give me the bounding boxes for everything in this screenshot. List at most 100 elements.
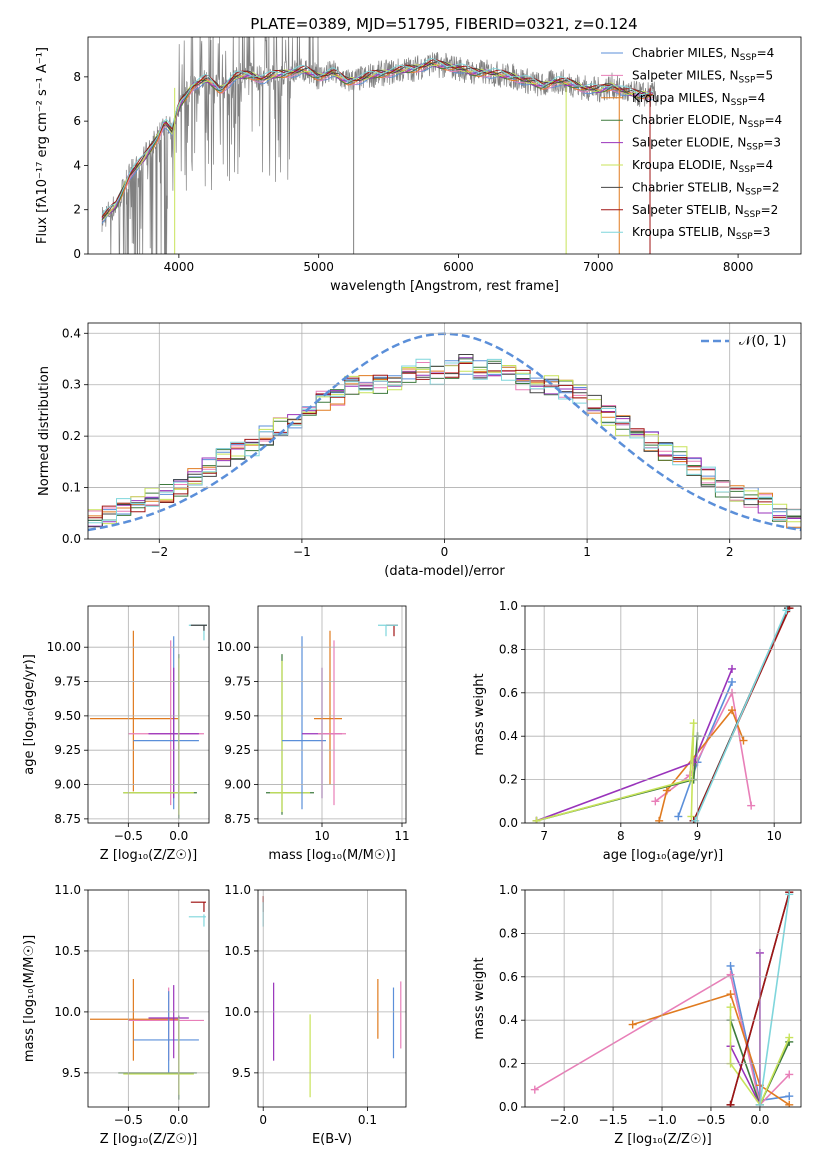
mass_vs_EBV-xlabel: E(B-V) — [312, 1132, 352, 1147]
legend-label: Salpeter ELODIE, NSSP=3 — [632, 136, 781, 153]
spectrum-ytick-label: 8 — [73, 70, 81, 84]
spectrum-xtick-label: 7000 — [583, 260, 614, 274]
weight-line — [536, 736, 699, 822]
residuals-ylabel: Normed distribution — [37, 366, 52, 496]
mass_vs_Z-xlabel: Z [log₁₀(Z/Z☉)] — [100, 1132, 197, 1147]
mass_vs_Z-ylabel: mass [log₁₀(M/M☉)] — [22, 935, 37, 1062]
age_vs_Z-ytick-label: 9.25 — [54, 743, 81, 757]
legend-label: 𝒩(0, 1) — [739, 334, 786, 349]
legend-subscript: SSP — [744, 210, 761, 220]
weight-line — [536, 668, 733, 822]
spectrum-data-line — [101, 37, 658, 254]
age_vs_Z-ylabel: age [log₁₀(age/yr)] — [22, 654, 37, 775]
weight_vs_age-frame — [524, 605, 802, 824]
mass_vs_Z-ytick-label: 10.5 — [54, 944, 81, 958]
legend-label: Salpeter MILES, NSSP=5 — [632, 68, 773, 85]
mass_vs_Z-xtick-label: 0.0 — [169, 1113, 188, 1127]
weight_vs_Z-ylabel: mass weight — [472, 957, 487, 1039]
legend-subscript: SSP — [748, 120, 765, 130]
weight_vs_age-ytick-label: 0.8 — [499, 642, 518, 656]
weight_vs_age-ytick-label: 0.6 — [499, 686, 518, 700]
residuals-ytick-label: 0.3 — [62, 378, 81, 392]
spectrum-panel: 4000 5000 6000 7000 8000 0 2 4 6 8 wavelength [Ang… — [35, 36, 802, 294]
residuals-ytick-label: 0.0 — [62, 532, 81, 546]
weight_vs_age-ytick-label: 0.2 — [499, 773, 518, 787]
legend-value: =4 — [764, 113, 782, 127]
legend-subscript: SSP — [740, 53, 757, 63]
weight_vs_Z-ytick-label: 0.0 — [499, 1100, 518, 1114]
weight_vs_Z-ytick-label: 0.2 — [499, 1057, 518, 1071]
mass_vs_EBV-frame — [257, 889, 407, 1108]
residuals-xtick-label: −1 — [293, 545, 311, 559]
spectrum-xtick-label: 6000 — [443, 260, 474, 274]
age_vs_Z-xlabel: Z [log₁₀(Z/Z☉)] — [100, 848, 197, 863]
residuals-panel: −2 −1 0 1 2 0.0 0.1 0.2 0.3 0.4 (data-model)/error… — [37, 322, 802, 579]
weight_vs_age-xtick-label: 10 — [767, 829, 782, 843]
mass_vs_EBV-ytick-label: 10.0 — [224, 1005, 251, 1019]
age_vs_mass-xtick-label: 10 — [314, 829, 329, 843]
legend-label: Kroupa ELODIE, NSSP=4 — [632, 158, 773, 175]
weight_vs_age-ytick-label: 0.4 — [499, 729, 518, 743]
legend-value: =4 — [748, 91, 766, 105]
weight_vs_Z-xtick-label: 0.0 — [750, 1113, 769, 1127]
age_vs_Z-ytick-label: 8.75 — [54, 812, 81, 826]
legend-label: Chabrier STELIB, NSSP=2 — [632, 180, 780, 197]
age_vs_Z-plot-area — [90, 624, 207, 819]
mass_vs_EBV-xtick-label: 0 — [259, 1113, 267, 1127]
weight_vs_age-ytick-label: 0.0 — [499, 816, 518, 830]
residuals-xtick-label: 2 — [726, 545, 734, 559]
spectrum-xtick-label: 4000 — [164, 260, 195, 274]
age_vs_mass-ytick-label: 9.50 — [224, 709, 251, 723]
legend-subscript: SSP — [731, 98, 748, 108]
figure-title: PLATE=0389, MJD=51795, FIBERID=0321, z=0… — [250, 15, 637, 33]
legend-label: Kroupa MILES, NSSP=4 — [632, 91, 765, 108]
weight_vs_Z-ytick-label: 1.0 — [499, 883, 518, 897]
legend-value: =2 — [762, 180, 780, 194]
spectrum-model-line — [101, 59, 653, 218]
age_vs_Z-ytick-label: 10.00 — [47, 640, 81, 654]
legend-subscript: SSP — [745, 187, 762, 197]
age_vs_Z-xtick-label: 0.0 — [169, 829, 188, 843]
spectrum-ytick-label: 2 — [73, 203, 81, 217]
mass_vs_EBV-ytick-label: 10.5 — [224, 944, 251, 958]
spectrum-xlabel: wavelength [Angstrom, rest frame] — [330, 279, 559, 294]
residuals-frame — [87, 322, 802, 540]
weight_vs_age-ylabel: mass weight — [472, 673, 487, 755]
weight_vs_Z-ytick-label: 0.6 — [499, 970, 518, 984]
weight_vs_Z-ytick-label: 0.4 — [499, 1013, 518, 1027]
weight_vs_Z-xlabel: Z [log₁₀(Z/Z☉)] — [614, 1132, 711, 1147]
weight_vs_age-ytick-label: 1.0 — [499, 599, 518, 613]
legend-value: =4 — [755, 158, 773, 172]
age_vs_mass-ytick-label: 9.75 — [224, 675, 251, 689]
weight_vs_age-xtick-label: 7 — [540, 829, 548, 843]
legend-label: Salpeter STELIB, NSSP=2 — [632, 203, 778, 220]
legend-value: =4 — [757, 46, 775, 60]
spectrum-plot-area — [101, 37, 658, 254]
spectrum-xtick-label: 5000 — [303, 260, 334, 274]
weight-line — [536, 723, 695, 822]
weight_vs_Z-panel: −2.0 −1.5 −1.0 −0.5 0.0 0.0 0.2 0.4 0.6 0.8 1.0 Z [… — [472, 883, 802, 1147]
legend-label: Kroupa STELIB, NSSP=3 — [632, 225, 770, 242]
age_vs_Z-frame — [87, 605, 210, 824]
age_vs_mass-panel: 10 11 8.75 9.00 9.25 9.50 9.75 10.00 mass [log₁₀… — [217, 605, 410, 863]
spectrum-ytick-label: 6 — [73, 114, 81, 128]
mass_vs_EBV-xtick-label: 0.1 — [358, 1113, 377, 1127]
mass_vs_Z-panel: −0.5 0.0 9.5 10.0 10.5 11.0 Z [log₁₀(Z/Z☉)] mas… — [22, 883, 210, 1147]
spectrum-frame — [87, 36, 802, 255]
age_vs_Z-ytick-label: 9.50 — [54, 709, 81, 723]
residuals-xtick-label: −2 — [150, 545, 168, 559]
weight-line — [759, 894, 791, 1105]
legend-label: Chabrier ELODIE, NSSP=4 — [632, 113, 782, 130]
legend-subscript: SSP — [739, 165, 756, 175]
mass_vs_Z-plot-area — [90, 901, 206, 1100]
weight-line — [729, 1007, 791, 1107]
weight_vs_Z-xtick-label: −1.0 — [647, 1113, 676, 1127]
weight_vs_age-xtick-label: 9 — [694, 829, 702, 843]
mass_vs_Z-ytick-label: 10.0 — [54, 1005, 81, 1019]
weight_vs_age-xtick-label: 8 — [617, 829, 625, 843]
age_vs_mass-xlabel: mass [log₁₀(M/M☉)] — [268, 848, 395, 863]
spectrum-model-line — [101, 58, 654, 215]
residuals-ytick-label: 0.2 — [62, 429, 81, 443]
residuals-xlabel: (data-model)/error — [384, 564, 505, 579]
age_vs_mass-ytick-label: 8.75 — [224, 812, 251, 826]
